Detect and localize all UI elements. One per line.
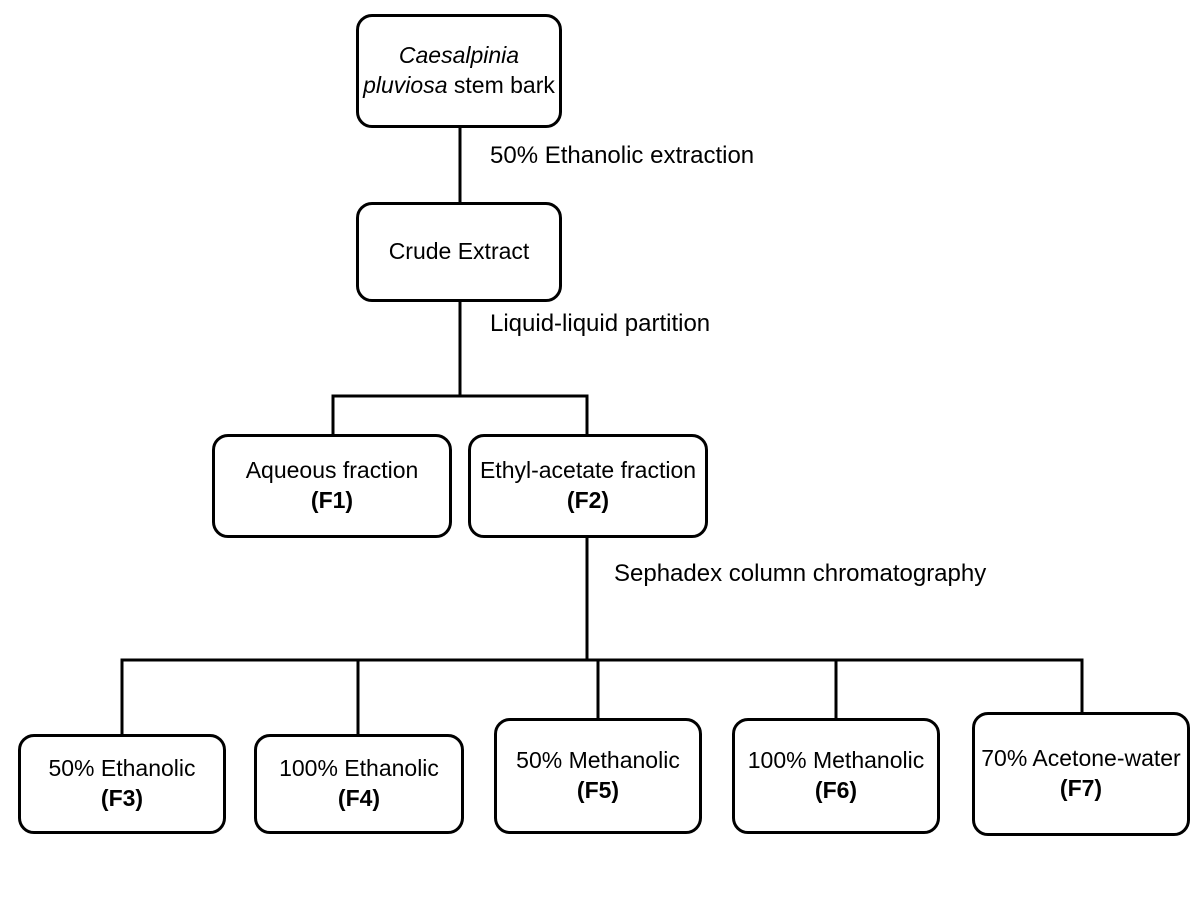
node-f7-line2: (F7) (1060, 774, 1102, 804)
node-f2-line1: Ethyl-acetate fraction (480, 456, 696, 486)
node-crude-line1: Crude Extract (389, 237, 530, 267)
node-crude: Crude Extract (356, 202, 562, 302)
edge-label-partition: Liquid-liquid partition (490, 310, 710, 338)
node-f7-line1: 70% Acetone-water (981, 744, 1180, 774)
node-f3-line2: (F3) (101, 784, 143, 814)
edge-label-extraction: 50% Ethanolic extraction (490, 142, 754, 170)
node-f3-line1: 50% Ethanolic (48, 754, 195, 784)
node-f3: 50% Ethanolic (F3) (18, 734, 226, 834)
node-f2-line2: (F2) (567, 486, 609, 516)
edge-label-chromatography: Sephadex column chromatography (614, 560, 986, 588)
node-f5-line2: (F5) (577, 776, 619, 806)
node-f5: 50% Methanolic (F5) (494, 718, 702, 834)
node-f1-line2: (F1) (311, 486, 353, 516)
node-f2: Ethyl-acetate fraction (F2) (468, 434, 708, 538)
node-f6: 100% Methanolic (F6) (732, 718, 940, 834)
node-f7: 70% Acetone-water (F7) (972, 712, 1190, 836)
node-root-line1: Caesalpinia pluviosa stem bark (359, 41, 559, 101)
node-f5-line1: 50% Methanolic (516, 746, 680, 776)
node-root: Caesalpinia pluviosa stem bark (356, 14, 562, 128)
node-f4: 100% Ethanolic (F4) (254, 734, 464, 834)
node-f1-line1: Aqueous fraction (246, 456, 419, 486)
node-f6-line2: (F6) (815, 776, 857, 806)
node-f4-line2: (F4) (338, 784, 380, 814)
node-f4-line1: 100% Ethanolic (279, 754, 439, 784)
node-f6-line1: 100% Methanolic (748, 746, 924, 776)
node-f1: Aqueous fraction (F1) (212, 434, 452, 538)
